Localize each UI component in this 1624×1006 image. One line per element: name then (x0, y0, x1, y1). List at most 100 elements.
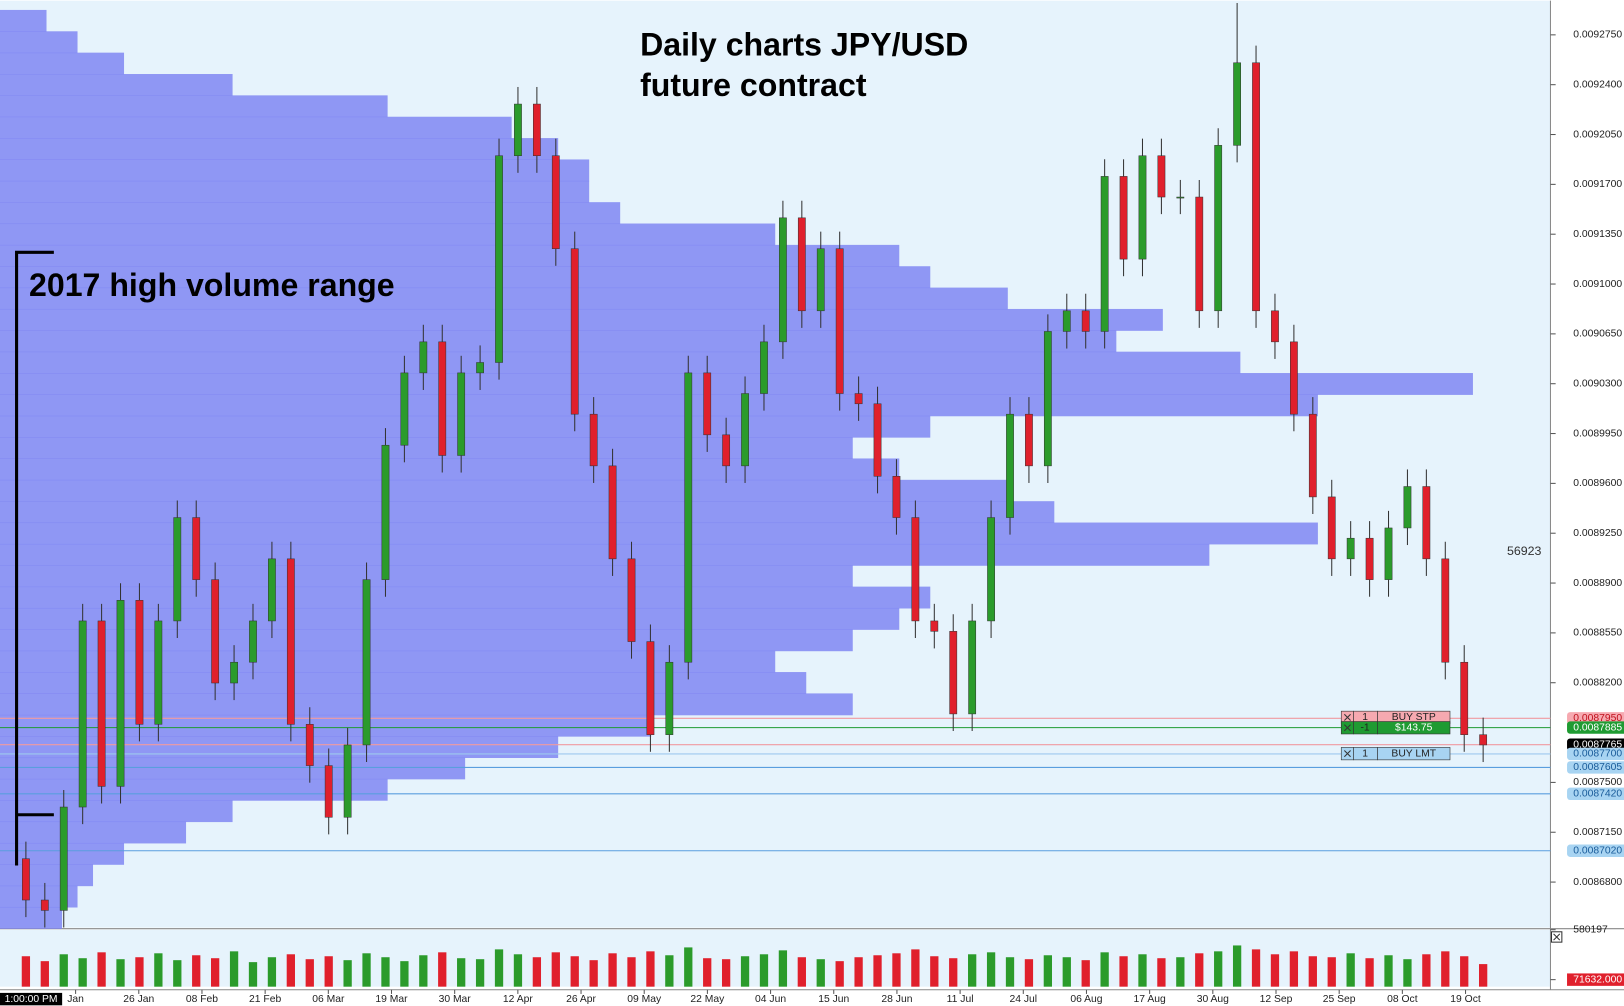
candle-body (1460, 661, 1469, 735)
order-kind-box[interactable] (1377, 747, 1451, 761)
candle-body (1195, 196, 1204, 312)
candle-body (192, 517, 201, 580)
volume-bar (286, 954, 295, 987)
candle-body (1233, 62, 1241, 146)
x-tick-label: 25 Sep (1323, 994, 1356, 1005)
candle-body (949, 631, 958, 715)
volume-bar (438, 952, 447, 987)
candle-body (286, 558, 295, 725)
candle-body (835, 248, 844, 394)
volume-bar (419, 955, 428, 987)
candle-body (968, 620, 977, 715)
x-tick-label: 17 Aug (1134, 994, 1166, 1005)
volume-bar (1081, 960, 1090, 987)
volume-bar (703, 958, 712, 987)
volume-bar (381, 957, 390, 987)
y-tick-label: 0.0091000 (1573, 279, 1622, 290)
candle-body (551, 155, 560, 249)
candle-body (324, 765, 333, 818)
x-tick-label: 24 Jul (1009, 994, 1037, 1005)
volume-bar (1195, 953, 1204, 987)
candle-body (419, 341, 428, 374)
volume-bar (1270, 954, 1280, 987)
candle-body (78, 620, 87, 808)
x-tick-label: 06 Mar (312, 994, 345, 1005)
candle-body (1176, 196, 1185, 199)
candle-body (457, 372, 466, 456)
y-tick-label: 0.0088900 (1573, 578, 1622, 589)
order-kind: BUY STP (1392, 712, 1436, 723)
candle-body (1441, 558, 1450, 663)
candle-body (22, 858, 30, 901)
volume-tag (1567, 973, 1624, 986)
profile-bar (0, 202, 621, 225)
profile-bar (0, 9, 47, 32)
volume-bar (1308, 956, 1317, 987)
profile-bar (0, 95, 388, 118)
candle-body (1214, 145, 1223, 312)
volume-bar (513, 954, 523, 987)
candle-body (854, 393, 863, 405)
close-button[interactable] (1550, 931, 1563, 943)
candle-body (779, 217, 787, 343)
candle-body (1081, 310, 1090, 332)
profile-bar (0, 543, 1210, 566)
candle-body (532, 103, 541, 157)
volume-bar (192, 955, 201, 987)
price-tag (1567, 747, 1624, 761)
candle-body (1043, 331, 1052, 467)
order-qty: 1 (1362, 748, 1368, 759)
volume-bar (968, 954, 977, 987)
volume-bar (1384, 955, 1393, 987)
volume-bar (78, 958, 87, 987)
order-kind-box[interactable] (1377, 721, 1451, 735)
x-tick-label: 21 Feb (249, 994, 281, 1005)
volume-bar (1214, 951, 1223, 987)
candle-body (1062, 310, 1071, 332)
profile-bar (0, 607, 900, 630)
time-box-label: 1:00:00 PM (5, 994, 58, 1005)
x-tick-label: 19 Mar (375, 994, 408, 1005)
candle-body (97, 620, 106, 787)
candle-body (211, 579, 220, 684)
profile-bar (0, 74, 233, 96)
price-tag (1567, 721, 1624, 734)
volume-bar (475, 959, 485, 987)
volume-bar (1422, 954, 1431, 987)
price-tag-label: 0.0087950 (1573, 713, 1622, 724)
candle-body (570, 248, 579, 415)
profile-bar (0, 885, 78, 908)
volume-bar (400, 961, 409, 987)
volume-bar (1289, 951, 1299, 987)
profile-bar (0, 180, 590, 203)
profile-bar (0, 287, 1008, 310)
profile-bar (0, 693, 853, 716)
candle-body (741, 393, 749, 467)
volume-bar (1346, 953, 1355, 987)
candle-body (173, 517, 182, 622)
profile-bar (0, 159, 590, 182)
volume-bar (229, 951, 239, 987)
price-tag-label: 0.0087765 (1573, 739, 1622, 750)
volume-bar (532, 957, 542, 987)
volume-bar (627, 957, 636, 987)
candle-body (911, 517, 920, 622)
profile-bar (0, 116, 512, 139)
candle-body (987, 517, 995, 622)
candle-body (249, 620, 257, 663)
y-tick-label: 0.0092050 (1573, 129, 1622, 140)
candle-body (154, 620, 163, 725)
price-tag-label: 0.0087885 (1573, 722, 1622, 733)
profile-bar (0, 244, 900, 267)
volume-bar (589, 960, 598, 987)
volume-bar (665, 955, 674, 987)
volume-bar (797, 957, 806, 987)
candle-body (1157, 155, 1166, 198)
volume-bar (608, 953, 617, 987)
y-tick-label: 0.0090300 (1573, 378, 1622, 389)
profile-bar (0, 629, 853, 652)
y-tick-label: 0.0092750 (1573, 30, 1622, 41)
volume-bar (949, 958, 958, 987)
volume-bar (1365, 958, 1374, 987)
